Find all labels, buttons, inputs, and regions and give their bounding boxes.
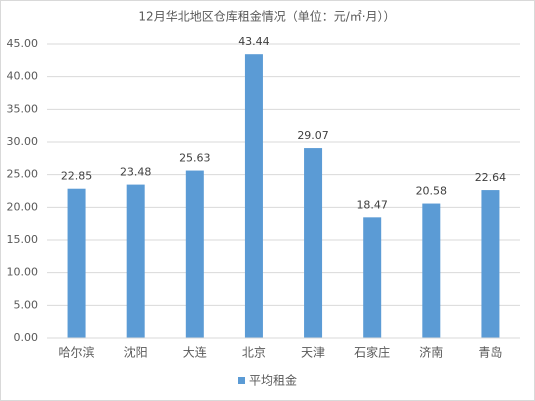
x-tick-label: 大连: [183, 345, 207, 360]
x-tick-label: 哈尔滨: [59, 345, 95, 360]
data-label: 25.63: [179, 152, 211, 165]
x-tick-label: 济南: [419, 345, 443, 360]
x-tick-label: 石家庄: [354, 345, 390, 360]
y-tick-label: 0.00: [14, 331, 39, 344]
bar: [244, 54, 263, 338]
x-tick-label: 北京: [242, 346, 266, 360]
y-tick-label: 40.00: [7, 70, 39, 83]
y-tick-label: 25.00: [7, 168, 39, 181]
y-tick-label: 15.00: [7, 233, 39, 246]
bar: [185, 170, 204, 338]
bar: [363, 217, 382, 338]
x-tick-label: 沈阳: [124, 345, 148, 360]
data-label: 22.64: [475, 171, 507, 184]
y-tick-label: 5.00: [14, 298, 39, 311]
bar: [67, 188, 86, 338]
data-label: 23.48: [120, 166, 152, 179]
legend-label: 平均租金: [249, 373, 297, 388]
x-tick-label: 天津: [301, 346, 325, 360]
data-label: 18.47: [356, 198, 388, 211]
bar: [422, 203, 441, 338]
y-tick-label: 10.00: [7, 266, 39, 279]
legend-swatch: [238, 377, 245, 384]
data-label: 29.07: [297, 129, 329, 142]
y-tick-label: 35.00: [7, 102, 39, 115]
bar: [126, 184, 145, 338]
data-label: 22.85: [61, 170, 93, 183]
data-label: 43.44: [238, 35, 270, 48]
x-tick-label: 青岛: [478, 345, 502, 360]
y-tick-label: 45.00: [7, 37, 39, 50]
chart-title: 12月华北地区仓库租金情况（单位：元/㎡·月））: [138, 9, 395, 24]
bar: [481, 190, 500, 338]
y-tick-label: 30.00: [7, 135, 39, 148]
y-tick-label: 20.00: [7, 200, 39, 213]
bar: [304, 148, 323, 338]
data-label: 20.58: [416, 185, 448, 198]
